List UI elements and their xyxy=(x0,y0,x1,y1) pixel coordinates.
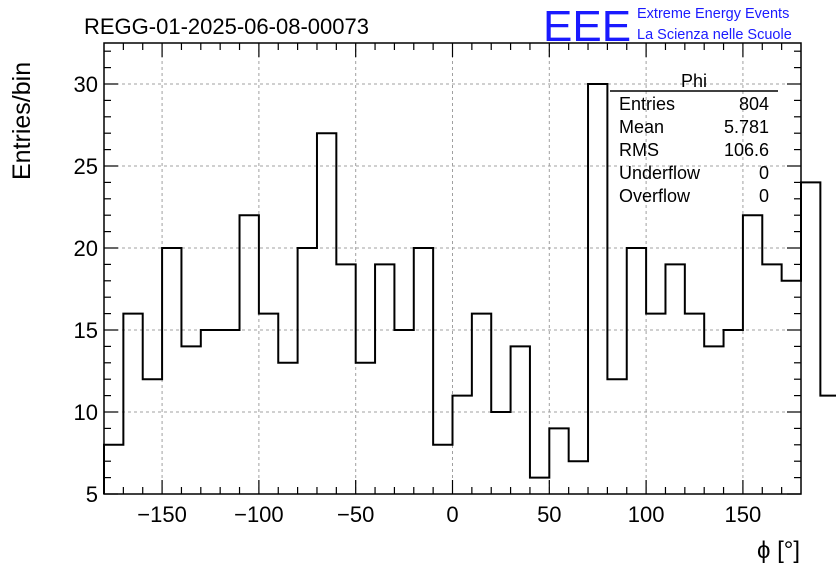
x-tick-label: 100 xyxy=(628,502,665,527)
stats-box: Phi Entries 804 Mean 5.781 RMS 106.6 Underflow… xyxy=(610,71,778,206)
stats-row-value: 804 xyxy=(739,94,769,114)
x-tick-label: −100 xyxy=(234,502,284,527)
logo-line-1: Extreme Energy Events xyxy=(637,6,789,22)
stats-row-label: Entries xyxy=(619,94,675,114)
stats-box-title: Phi xyxy=(681,71,707,91)
stats-row-value: 0 xyxy=(759,186,769,206)
x-tick-label: 150 xyxy=(725,502,762,527)
stats-row-value: 0 xyxy=(759,163,769,183)
y-tick-label: 5 xyxy=(86,482,98,507)
histogram-outline xyxy=(103,83,836,494)
x-tick-label: −150 xyxy=(137,502,187,527)
stats-row-label: Underflow xyxy=(619,163,701,183)
chart-title: REGG-01-2025-06-08-00073 xyxy=(84,14,369,39)
x-tick-label: 50 xyxy=(537,502,561,527)
x-axis-ticks: −150 −100 −50 0 50 100 150 xyxy=(122,43,783,527)
y-axis-ticks: 5 10 15 20 25 30 xyxy=(74,50,801,507)
y-tick-label: 30 xyxy=(74,72,98,97)
stats-row-value: 5.781 xyxy=(724,117,769,137)
stats-row-label: RMS xyxy=(619,140,659,160)
stats-row-label: Overflow xyxy=(619,186,691,206)
y-axis-label: Entries/bin xyxy=(8,62,36,180)
x-tick-label: 0 xyxy=(446,502,458,527)
stats-row-value: 106.6 xyxy=(724,140,769,160)
stats-rows: Entries 804 Mean 5.781 RMS 106.6 Underflow 0 Ove… xyxy=(619,94,769,206)
x-tick-label: −50 xyxy=(337,502,374,527)
stats-row-label: Mean xyxy=(619,117,664,137)
x-axis-label: ϕ [°] xyxy=(757,537,800,564)
y-tick-label: 25 xyxy=(74,154,98,179)
eee-logo: EEE Extreme Energy Events La Scienza nel… xyxy=(543,2,792,51)
logo-line-2: La Scienza nelle Scuole xyxy=(637,27,792,43)
y-tick-label: 20 xyxy=(74,236,98,261)
histogram-bars xyxy=(103,83,836,494)
y-tick-label: 15 xyxy=(74,318,98,343)
y-tick-label: 10 xyxy=(74,400,98,425)
